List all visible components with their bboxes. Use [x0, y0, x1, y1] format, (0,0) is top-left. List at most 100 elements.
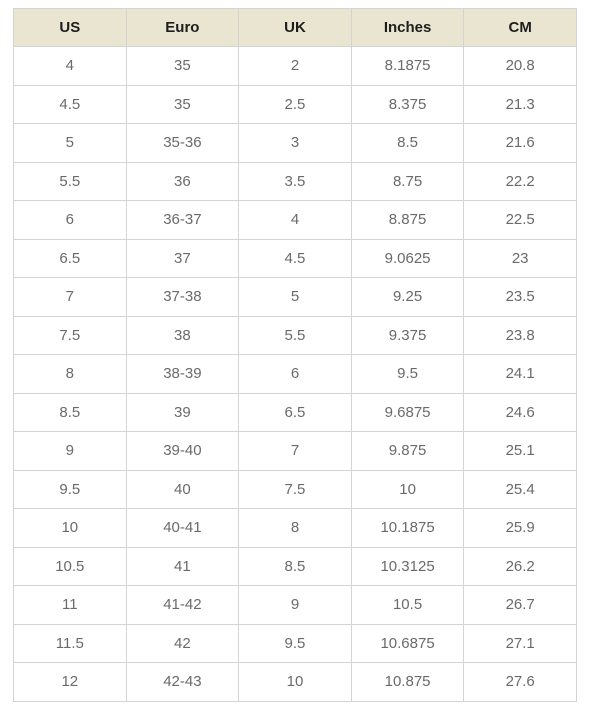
- table-row: 7 37-38 5 9.25 23.5: [13, 277, 577, 317]
- table-cell: 5: [13, 123, 127, 163]
- table-cell: 4.5: [238, 238, 352, 278]
- table-row: 8 38-39 6 9.5 24.1: [13, 354, 577, 394]
- table-cell: 35: [125, 46, 240, 86]
- table-cell: 4: [238, 200, 352, 240]
- table-cell: 23.5: [463, 277, 577, 317]
- table-cell: 9.5: [13, 469, 127, 509]
- table-cell: 36: [125, 161, 240, 201]
- table-cell: 6: [238, 354, 352, 394]
- table-cell: 8.5: [13, 392, 127, 432]
- table-cell: 35: [125, 84, 240, 124]
- table-cell: 9.875: [350, 431, 465, 471]
- table-cell: 9.0625: [350, 238, 465, 278]
- table-cell: 8.875: [350, 200, 465, 240]
- table-cell: 8.375: [350, 84, 465, 124]
- table-row: 6.5 37 4.5 9.0625 23: [13, 238, 577, 278]
- table-cell: 23.8: [463, 315, 577, 355]
- table-row: 11.5 42 9.5 10.6875 27.1: [13, 623, 577, 663]
- table-cell: 10.1875: [350, 508, 465, 548]
- table-row: 8.5 39 6.5 9.6875 24.6: [13, 392, 577, 432]
- table-cell: 25.9: [463, 508, 577, 548]
- table-cell: 40-41: [125, 508, 240, 548]
- table-cell: 7: [238, 431, 352, 471]
- column-header: US: [13, 8, 127, 47]
- table-cell: 24.1: [463, 354, 577, 394]
- table-cell: 40: [125, 469, 240, 509]
- table-cell: 7.5: [238, 469, 352, 509]
- table-cell: 10: [13, 508, 127, 548]
- table-cell: 23: [463, 238, 577, 278]
- table-row: 11 41-42 9 10.5 26.7: [13, 585, 577, 625]
- table-cell: 9.5: [238, 623, 352, 663]
- table-cell: 8.75: [350, 161, 465, 201]
- table-cell: 2: [238, 46, 352, 86]
- table-cell: 8.5: [350, 123, 465, 163]
- table-cell: 20.8: [463, 46, 577, 86]
- table-cell: 10.3125: [350, 546, 465, 586]
- table-cell: 22.2: [463, 161, 577, 201]
- table-cell: 21.6: [463, 123, 577, 163]
- table-row: 4.5 35 2.5 8.375 21.3: [13, 84, 577, 124]
- table-cell: 3.5: [238, 161, 352, 201]
- column-header: UK: [238, 8, 352, 47]
- table-cell: 10: [238, 662, 352, 702]
- table-cell: 9.25: [350, 277, 465, 317]
- header-row: US Euro UK Inches CM: [13, 8, 577, 47]
- table-cell: 8.5: [238, 546, 352, 586]
- table-cell: 4: [13, 46, 127, 86]
- table-row: 10 40-41 8 10.1875 25.9: [13, 508, 577, 548]
- table-cell: 39-40: [125, 431, 240, 471]
- table-row: 10.5 41 8.5 10.3125 26.2: [13, 546, 577, 586]
- table-cell: 9.375: [350, 315, 465, 355]
- table-row: 7.5 38 5.5 9.375 23.8: [13, 315, 577, 355]
- table-header: US Euro UK Inches CM: [13, 8, 577, 47]
- table-cell: 10: [350, 469, 465, 509]
- table-cell: 7.5: [13, 315, 127, 355]
- table-cell: 22.5: [463, 200, 577, 240]
- table-cell: 9.5: [350, 354, 465, 394]
- table-cell: 2.5: [238, 84, 352, 124]
- table-cell: 36-37: [125, 200, 240, 240]
- table-row: 6 36-37 4 8.875 22.5: [13, 200, 577, 240]
- table-cell: 35-36: [125, 123, 240, 163]
- table-cell: 6: [13, 200, 127, 240]
- table-cell: 38: [125, 315, 240, 355]
- table-cell: 11.5: [13, 623, 127, 663]
- size-table: US Euro UK Inches CM 4 35 2 8.1875 20.8 4.5 35 2.5 8…: [13, 8, 577, 702]
- table-cell: 37: [125, 238, 240, 278]
- column-header: Euro: [125, 8, 240, 47]
- column-header: Inches: [350, 8, 465, 47]
- table-cell: 8: [13, 354, 127, 394]
- table-cell: 11: [13, 585, 127, 625]
- table-cell: 10.875: [350, 662, 465, 702]
- table-cell: 25.1: [463, 431, 577, 471]
- table-cell: 39: [125, 392, 240, 432]
- table-cell: 10.5: [13, 546, 127, 586]
- table-row: 9.5 40 7.5 10 25.4: [13, 469, 577, 509]
- table-cell: 8: [238, 508, 352, 548]
- table-cell: 41-42: [125, 585, 240, 625]
- table-row: 12 42-43 10 10.875 27.6: [13, 662, 577, 702]
- table-cell: 42: [125, 623, 240, 663]
- table-cell: 25.4: [463, 469, 577, 509]
- column-header: CM: [463, 8, 577, 47]
- table-cell: 9: [13, 431, 127, 471]
- table-cell: 9: [238, 585, 352, 625]
- table-cell: 9.6875: [350, 392, 465, 432]
- table-cell: 12: [13, 662, 127, 702]
- table-row: 9 39-40 7 9.875 25.1: [13, 431, 577, 471]
- table-cell: 24.6: [463, 392, 577, 432]
- table-row: 4 35 2 8.1875 20.8: [13, 46, 577, 86]
- table-cell: 8.1875: [350, 46, 465, 86]
- table-body: 4 35 2 8.1875 20.8 4.5 35 2.5 8.375 21.3 5 35-36 3 8.…: [13, 46, 577, 702]
- table-cell: 5.5: [238, 315, 352, 355]
- table-cell: 26.7: [463, 585, 577, 625]
- table-cell: 41: [125, 546, 240, 586]
- table-cell: 5.5: [13, 161, 127, 201]
- table-row: 5.5 36 3.5 8.75 22.2: [13, 161, 577, 201]
- table-cell: 6.5: [13, 238, 127, 278]
- table-cell: 27.6: [463, 662, 577, 702]
- table-cell: 37-38: [125, 277, 240, 317]
- table-cell: 38-39: [125, 354, 240, 394]
